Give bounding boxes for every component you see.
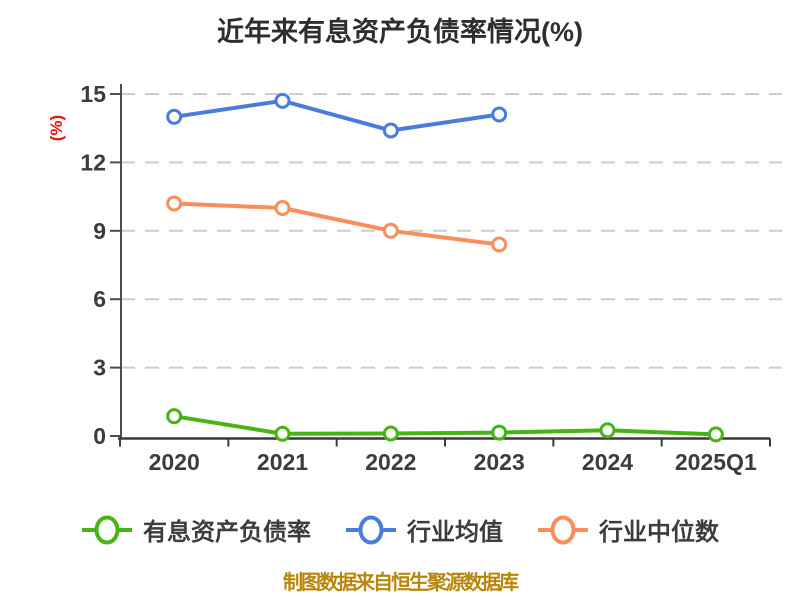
data-point-industry-mean [491, 106, 508, 123]
series-line-industry-median [172, 201, 502, 247]
data-point-company-ratio [166, 408, 183, 425]
legend-line-circle-icon [538, 515, 588, 544]
legend-item-company-ratio[interactable]: 有息资产负债率 [81, 512, 311, 547]
y-tick-label: 12 [80, 149, 106, 175]
y-tick-label: 6 [93, 286, 106, 312]
data-point-industry-mean [274, 92, 291, 109]
legend-label: 行业均值 [407, 519, 503, 546]
legend-item-industry-mean[interactable]: 行业均值 [345, 512, 503, 547]
x-tick-label: 2021 [257, 449, 308, 475]
data-point-company-ratio [707, 426, 724, 443]
chart-title: 近年来有息资产负债率情况(%) [217, 17, 583, 47]
y-tick-label: 3 [93, 355, 106, 381]
y-tick-label: 9 [93, 218, 106, 244]
data-point-industry-mean [382, 122, 399, 139]
data-point-industry-median [491, 236, 508, 253]
legend-label: 行业中位数 [599, 519, 719, 546]
x-tick-label: 2025Q1 [675, 449, 757, 475]
data-point-company-ratio [382, 425, 399, 442]
data-point-industry-median [382, 222, 399, 239]
chart-legend: 有息资产负债率 行业均值 行业中位数 [0, 512, 800, 547]
x-tick-label: 2024 [582, 449, 633, 475]
legend-label: 有息资产负债率 [143, 519, 311, 546]
data-point-industry-mean [166, 108, 183, 125]
y-tick-label: 15 [80, 81, 106, 107]
x-tick-label: 2022 [365, 449, 416, 475]
series-line-industry-mean [172, 98, 502, 133]
legend-line-circle-icon [82, 515, 132, 544]
data-source-caption: 制图数据来自恒生聚源数据库 [283, 572, 519, 594]
legend-line-circle-icon [346, 515, 396, 544]
x-tick-label: 2023 [474, 449, 525, 475]
data-point-industry-median [274, 200, 291, 216]
y-tick-label: 0 [93, 423, 106, 449]
legend-item-industry-median[interactable]: 行业中位数 [537, 512, 719, 547]
series-line-company-ratio [172, 414, 718, 437]
data-point-company-ratio [599, 422, 616, 439]
y-axis-unit-label: (%) [47, 115, 66, 141]
line-chart: 0 3 6 9 12 15 2020 2021 2022 2023 2024 2025Q1 (%) [47, 81, 782, 475]
data-point-company-ratio [491, 424, 508, 441]
x-tick-label: 2020 [149, 449, 200, 475]
data-point-company-ratio [274, 425, 291, 442]
data-point-industry-median [166, 195, 183, 212]
